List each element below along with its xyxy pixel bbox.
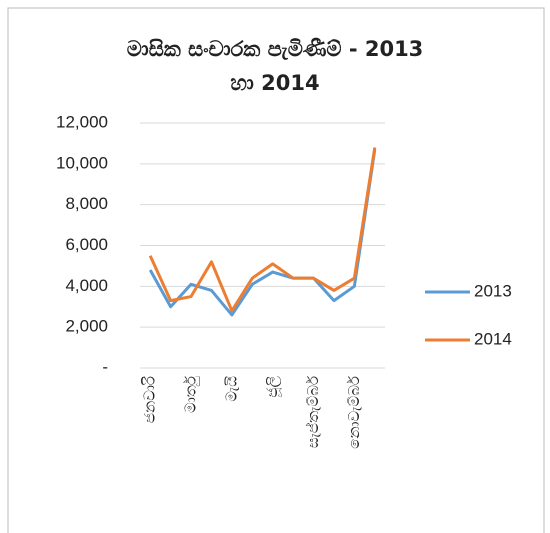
chart-title: හා 2014 (230, 71, 319, 95)
x-tick-label: ජූලි (263, 375, 282, 397)
chart-border (7, 7, 545, 533)
y-tick-label: 2,000 (65, 317, 108, 336)
y-tick-label: 8,000 (65, 194, 108, 213)
x-tick-label: සැප්තැම්බර් (304, 376, 322, 448)
x-tick-label: මැයි (222, 376, 240, 402)
x-tick-label: නොවැම්බර් (345, 376, 363, 449)
y-tick-label: 12,000 (56, 112, 108, 131)
chart-title: මාසික සංචාරක පැමිණීම් - 2013 (127, 37, 424, 61)
y-tick-label: 4,000 (65, 276, 108, 295)
legend-label: 2014 (474, 329, 512, 348)
x-tick-label: මාර්තු (182, 376, 200, 413)
y-tick-label: 6,000 (65, 235, 108, 254)
data-line (148, 147, 377, 313)
x-tick-label: ජනවාරි (141, 376, 159, 423)
legend-label: 2013 (474, 281, 512, 300)
data-line (148, 149, 377, 317)
y-tick-label: 10,000 (56, 153, 108, 172)
y-tick-label: - (102, 357, 108, 376)
